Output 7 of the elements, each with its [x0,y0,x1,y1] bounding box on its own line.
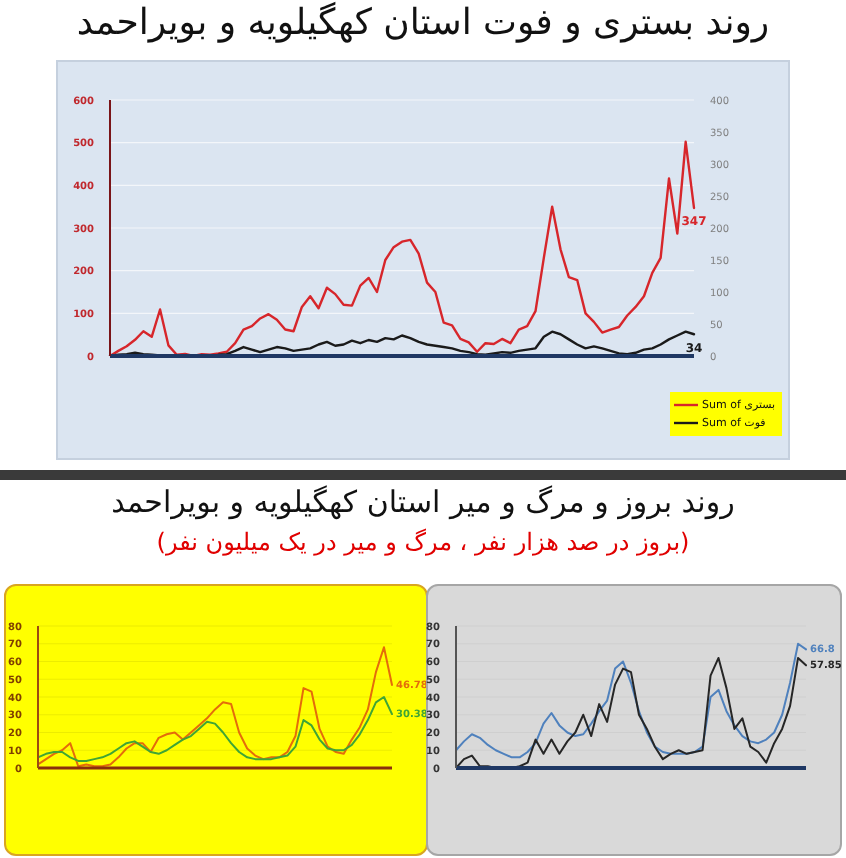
line-series [455,642,807,759]
chart-subtitle: (بروز در صد هزار نفر ، مرگ و میر در یک میلیون نفر) [154,528,692,558]
chart-title: روند بستری و فوت استان کهگیلویه و بویراحمد [74,2,772,46]
line-series [455,656,807,768]
chart-title: روند بروز و مرگ و میر استان کهگیلویه و بویراحمد [109,484,737,521]
line-series [37,646,393,768]
line-series [37,696,393,762]
